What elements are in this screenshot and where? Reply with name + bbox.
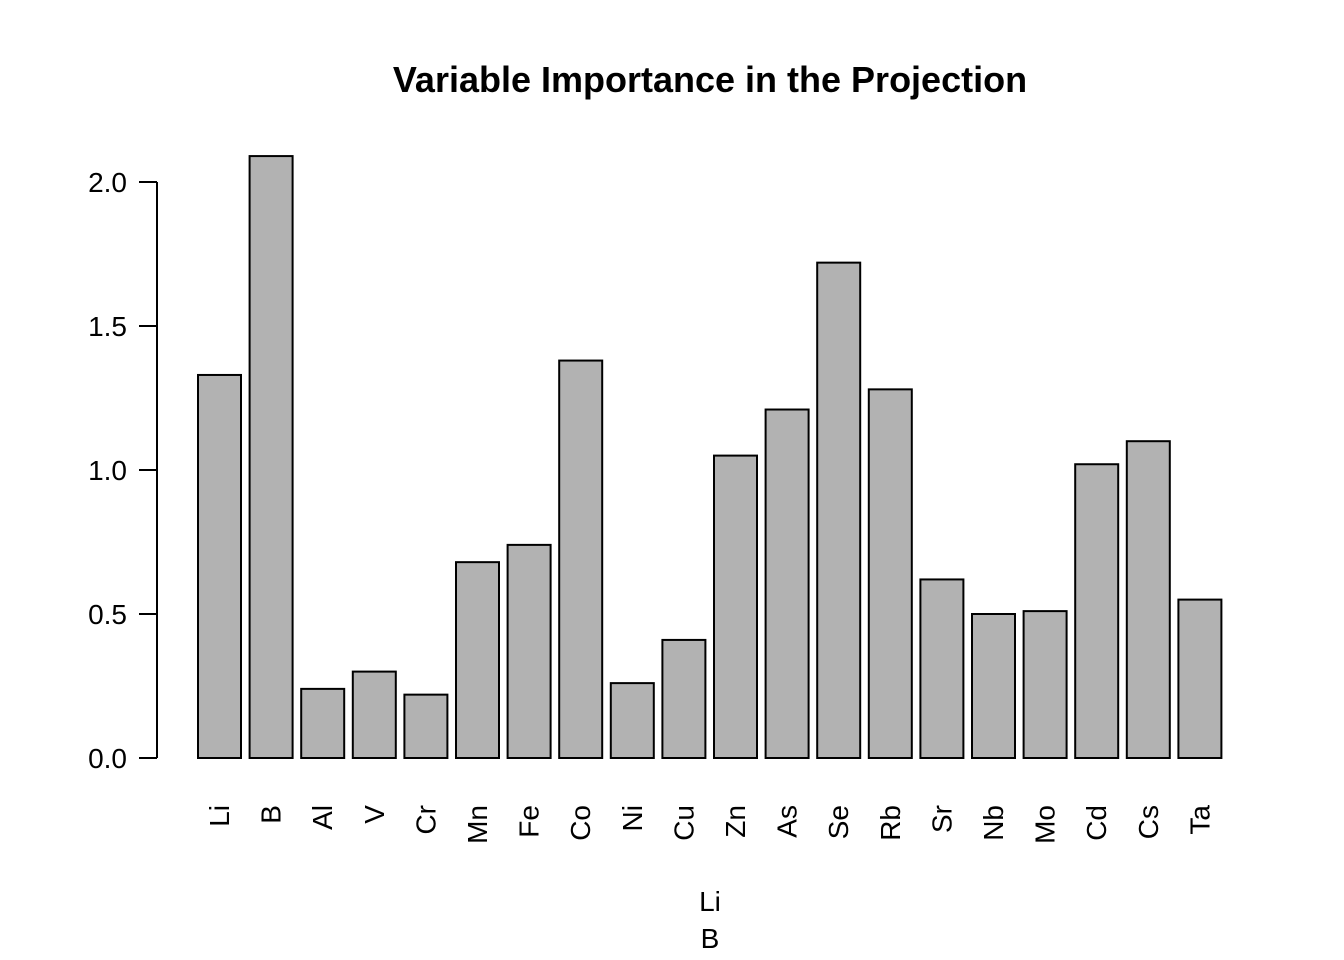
y-tick-label: 2.0 <box>88 167 127 198</box>
x-axis-label-line-1: Li <box>699 886 721 917</box>
bar-li <box>197 373 242 759</box>
y-tick-label: 1.5 <box>88 311 127 342</box>
category-label-al: Al <box>307 805 338 830</box>
bar-fe <box>506 543 552 759</box>
category-label-rb: Rb <box>875 805 906 841</box>
category-label-co: Co <box>565 805 596 841</box>
category-label-cr: Cr <box>410 805 441 835</box>
x-axis-label-line-2: B <box>701 923 720 954</box>
bar-mn <box>455 561 500 759</box>
category-label-se: Se <box>823 805 854 839</box>
bar-al <box>300 687 346 760</box>
chart-title: Variable Importance in the Projection <box>393 59 1027 100</box>
category-label-mn: Mn <box>462 805 493 844</box>
bar-cr <box>403 693 449 760</box>
bars <box>197 155 1223 760</box>
category-label-ni: Ni <box>617 805 648 831</box>
category-label-b: B <box>256 805 287 824</box>
bar-v <box>351 670 397 759</box>
category-label-zn: Zn <box>720 805 751 838</box>
bar-ni <box>609 682 655 759</box>
y-axis: 0.0 0.5 1.0 1.5 2.0 <box>88 167 158 774</box>
category-label-ta: Ta <box>1184 805 1215 835</box>
bar-se <box>816 261 862 759</box>
bar-zn <box>713 454 758 759</box>
category-label-nb: Nb <box>978 805 1009 841</box>
bar-as <box>764 408 810 759</box>
bar-nb <box>971 613 1016 759</box>
category-label-sr: Sr <box>926 805 957 833</box>
bar-co <box>558 359 604 759</box>
category-label-as: As <box>772 805 803 838</box>
category-label-li: Li <box>204 805 235 827</box>
category-label-v: V <box>359 805 390 824</box>
category-label-cs: Cs <box>1133 805 1164 839</box>
y-tick-label: 1.0 <box>88 455 127 486</box>
category-label-fe: Fe <box>514 805 545 838</box>
bar-b <box>248 155 294 759</box>
category-labels: Li B Al V Cr Mn Fe Co Ni Cu Zn As Se Rb Sr Nb Mo Cd Cs Ta <box>204 805 1215 844</box>
bar-cd <box>1074 463 1120 759</box>
y-tick-label: 0.0 <box>88 743 127 774</box>
bar-cs <box>1125 440 1171 759</box>
category-label-mo: Mo <box>1030 805 1061 844</box>
bar-rb <box>867 388 913 759</box>
bar-ta <box>1177 598 1223 759</box>
y-tick-label: 0.5 <box>88 599 127 630</box>
bar-mo <box>1022 610 1068 759</box>
bar-sr <box>919 578 965 759</box>
bar-cu <box>661 638 707 759</box>
category-label-cu: Cu <box>668 805 699 841</box>
category-label-cd: Cd <box>1081 805 1112 841</box>
